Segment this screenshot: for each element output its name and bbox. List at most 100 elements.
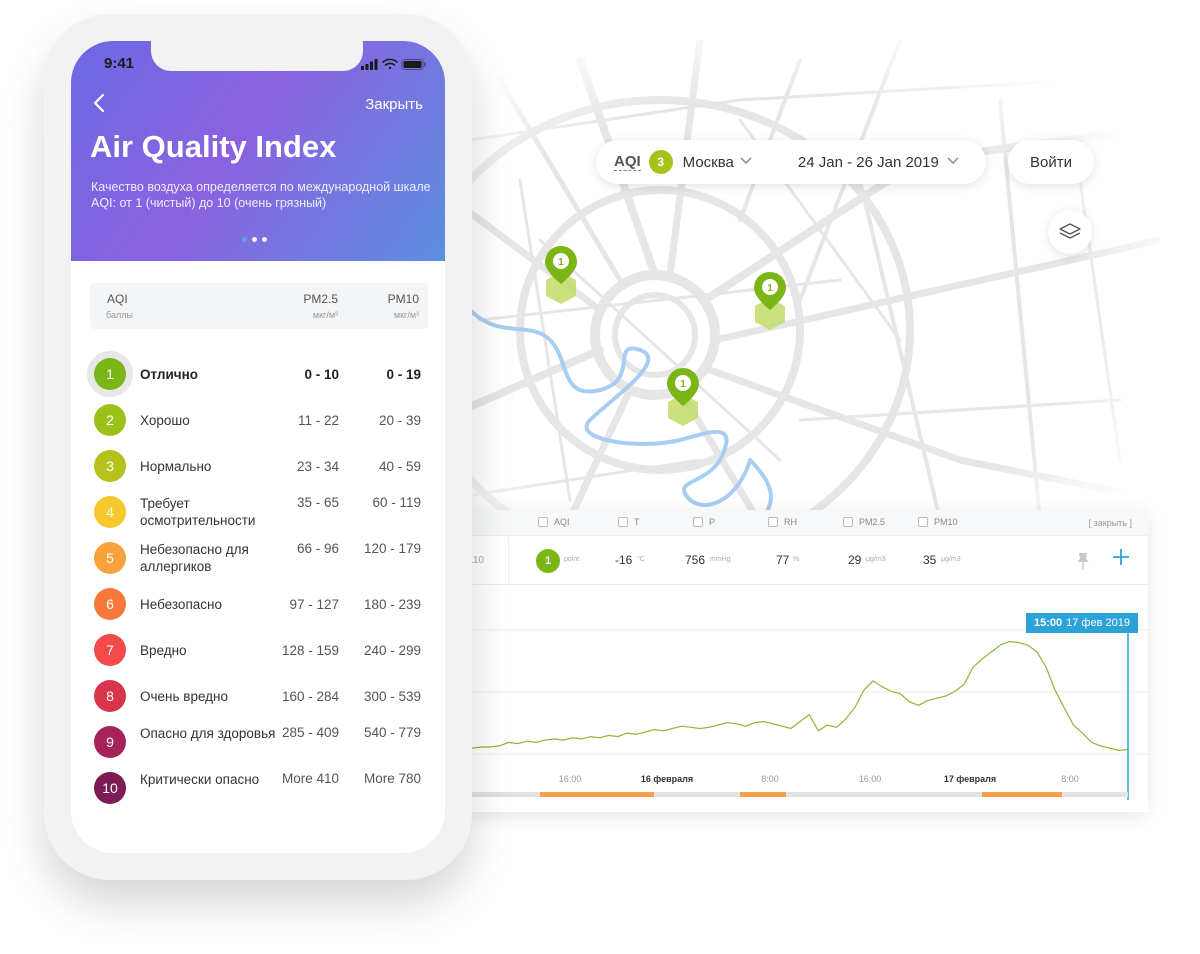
status-icons — [361, 58, 426, 70]
level-badge: 9 — [94, 726, 126, 758]
layers-button[interactable] — [1048, 210, 1092, 254]
level-badge: 5 — [94, 542, 126, 574]
list-item[interactable]: 5 Небезопасно для аллергиков 66 - 96 120… — [71, 535, 445, 581]
level-pm25: 97 - 127 — [289, 596, 339, 612]
checkbox[interactable] — [843, 517, 853, 527]
pager-dots[interactable] — [242, 237, 267, 242]
checkbox[interactable] — [918, 517, 928, 527]
level-pm25: 160 - 284 — [281, 688, 339, 704]
page-description: Качество воздуха определяется по междуна… — [91, 180, 431, 210]
list-item[interactable]: 9 Опасно для здоровья 285 - 409 540 - 77… — [71, 719, 445, 765]
list-item[interactable]: 10 Критически опасно More 410 More 780 — [71, 765, 445, 811]
level-pm25: 23 - 34 — [296, 458, 339, 474]
filter-p[interactable]: P — [693, 517, 715, 527]
level-pm10: 300 - 539 — [363, 688, 421, 704]
humidity-value: 77 — [776, 553, 790, 567]
pressure-unit: mmHg — [710, 556, 731, 563]
list-item[interactable]: 7 Вредно 128 - 159 240 - 299 — [71, 627, 445, 673]
level-pm10: 240 - 299 — [363, 642, 421, 658]
col-aqi: AQI — [107, 292, 128, 306]
level-badge-wrap: 1 — [87, 351, 133, 397]
level-label: Отлично — [140, 366, 199, 382]
close-panel-link[interactable]: [ закрыть ] — [1088, 518, 1132, 528]
aqi-unit: point — [564, 556, 580, 563]
list-item[interactable]: 8 Очень вредно 160 - 284 300 - 539 — [71, 673, 445, 719]
phone-frame: 9:41 — [44, 14, 472, 880]
timeline-label: 16 февраля — [641, 774, 693, 784]
filter-aqi[interactable]: AQI — [538, 517, 570, 527]
tooltip-time: 15:00 — [1034, 617, 1063, 629]
humidity-unit: % — [793, 556, 800, 563]
level-badge: 10 — [94, 772, 126, 804]
table-header: AQI баллы PM2.5 мкг/м³ PM10 мкг/м³ — [90, 283, 428, 329]
level-pm25: 35 - 65 — [296, 495, 339, 510]
signal-icon — [361, 59, 378, 70]
date-range-select[interactable]: 24 Jan - 26 Jan 2019 — [797, 153, 939, 171]
level-pm25: 11 - 22 — [297, 412, 339, 428]
filter-pm25[interactable]: PM2.5 — [843, 517, 885, 527]
divider — [508, 537, 509, 585]
level-pm25: 285 - 409 — [281, 725, 339, 740]
checkbox[interactable] — [618, 517, 628, 527]
level-pm10: 20 - 39 — [378, 412, 421, 428]
level-label: Требует осмотрительности — [140, 496, 256, 528]
map-marker[interactable]: 1 — [540, 244, 582, 308]
list-item[interactable]: 1 Отлично 0 - 10 0 - 19 — [71, 351, 445, 397]
phone-notch — [151, 41, 363, 71]
level-pm10: 120 - 179 — [363, 541, 421, 556]
pager-dot[interactable] — [242, 237, 247, 242]
level-pm25: 66 - 96 — [296, 541, 339, 556]
chart-tooltip: 15:00 17 фев 2019 — [1026, 613, 1138, 633]
level-pm10: More 780 — [363, 771, 421, 786]
aqi-value-badge: 1 — [536, 549, 560, 573]
filter-pm10[interactable]: PM10 — [918, 517, 958, 527]
grid-lines — [440, 629, 1148, 755]
list-item[interactable]: 4 Требует осмотрительности 35 - 65 60 - … — [71, 489, 445, 535]
level-badge: 3 — [94, 450, 126, 482]
hero-header: 9:41 — [71, 41, 445, 261]
col-aqi-unit: баллы — [106, 310, 133, 320]
map-marker[interactable]: 1 — [749, 270, 791, 334]
login-button[interactable]: Войти — [1008, 140, 1094, 184]
level-badge-wrap: 6 — [87, 581, 133, 627]
pager-dot[interactable] — [252, 237, 257, 242]
level-pm25: 0 - 10 — [304, 366, 339, 382]
marker-value: 1 — [558, 257, 564, 268]
checkbox[interactable] — [768, 517, 778, 527]
level-label: Критически опасно — [140, 772, 260, 787]
level-pm10: 0 - 19 — [386, 366, 421, 382]
wifi-icon — [382, 58, 398, 70]
filter-rh[interactable]: RH — [768, 517, 797, 527]
chevron-down-icon[interactable] — [947, 156, 959, 168]
checkbox[interactable] — [693, 517, 703, 527]
status-time: 9:41 — [104, 55, 135, 72]
chevron-down-icon[interactable] — [740, 156, 752, 168]
pager-dot[interactable] — [262, 237, 267, 242]
row-id: 110 — [468, 555, 484, 566]
phone-screen: 9:41 — [71, 41, 445, 853]
back-icon[interactable] — [93, 93, 105, 113]
city-select[interactable]: Москва — [682, 153, 734, 171]
level-pm10: 180 - 239 — [363, 596, 421, 612]
list-item[interactable]: 6 Небезопасно 97 - 127 180 - 239 — [71, 581, 445, 627]
level-label: Нормально — [140, 458, 212, 474]
level-label: Небезопасно — [140, 596, 222, 612]
level-badge-wrap: 10 — [87, 765, 133, 811]
pm10-value: 35 — [923, 553, 937, 567]
checkbox[interactable] — [538, 517, 548, 527]
col-pm25: PM2.5 — [303, 292, 338, 306]
pin-icon[interactable] — [1076, 551, 1090, 571]
aqi-badge: 3 — [648, 150, 673, 174]
list-item[interactable]: 2 Хорошо 11 - 22 20 - 39 — [71, 397, 445, 443]
filter-t[interactable]: T — [618, 517, 640, 527]
add-icon[interactable] — [1112, 547, 1130, 571]
level-label: Опасно для здоровья — [140, 726, 276, 741]
marker-value: 1 — [767, 283, 773, 294]
level-badge-wrap: 5 — [87, 535, 133, 581]
list-item[interactable]: 3 Нормально 23 - 34 40 - 59 — [71, 443, 445, 489]
close-button[interactable]: Закрыть — [365, 96, 423, 113]
level-label: Очень вредно — [140, 688, 229, 704]
aqi-filter-label[interactable]: AQI — [614, 152, 641, 171]
map-marker[interactable]: 1 — [662, 366, 704, 430]
